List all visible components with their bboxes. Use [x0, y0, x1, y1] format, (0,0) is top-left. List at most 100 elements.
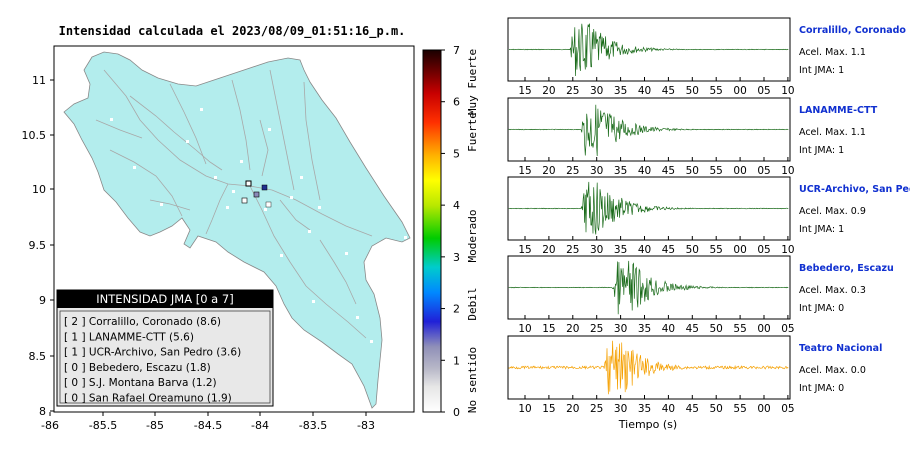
waveform-panel[interactable]: 15 20 25 30 35 40 45 50 55 00 05 10 Corralillo, Coro… — [507, 17, 906, 97]
waveform-tick-label: 25 — [590, 403, 603, 415]
map-x-tick-label: -86 — [41, 419, 59, 432]
station-max-accel: Acel. Max. 0.3 — [799, 285, 866, 296]
waveform-tick-label: 05 — [757, 85, 770, 97]
waveform-trace — [508, 181, 789, 235]
map-y-tick-label: 8.5 — [29, 350, 47, 363]
time-axis-label: Tiempo (s) — [618, 418, 677, 431]
waveform-tick-label: 35 — [614, 165, 627, 177]
waveform-tick-label: 30 — [590, 165, 603, 177]
waveform-tick-label: 10 — [781, 85, 794, 97]
colorbar-category-label: No sentido — [466, 347, 479, 413]
map-y-tick-label: 8 — [39, 405, 46, 418]
waveform-tick-label: 00 — [733, 85, 746, 97]
waveform-panel[interactable]: 15 20 25 30 35 40 45 50 55 00 05 10 LANAMME-CTT Acel.… — [507, 97, 878, 177]
waveform-tick-label: 25 — [590, 323, 603, 335]
colorbar-scale — [422, 49, 442, 413]
station-marker-barva[interactable] — [265, 201, 272, 208]
waveform-tick-label: 20 — [542, 85, 555, 97]
map-x-axis: -86 -85.5 -85 -84.5 -84 -83.5 -83 — [41, 412, 375, 432]
legend-row: [ 0 ] S.J. Montana Barva (1.2) — [64, 377, 217, 389]
legend-header-bar — [57, 290, 273, 308]
waveform-tick-label: 55 — [710, 165, 723, 177]
waveform-tick-label: 55 — [733, 323, 746, 335]
station-name: Teatro Nacional — [799, 343, 882, 354]
colorbar-tick-label: 1 — [453, 354, 460, 367]
colorbar-tick-label: 5 — [453, 147, 460, 160]
legend-row: [ 2 ] Corralillo, Coronado (8.6) — [64, 316, 221, 328]
legend-title: INTENSIDAD JMA [0 a 7] — [96, 292, 233, 306]
map-y-tick-label: 9.5 — [29, 239, 47, 252]
legend-row: [ 1 ] UCR-Archivo, San Pedro (3.6) — [64, 347, 241, 359]
station-marker-ucr[interactable] — [245, 180, 252, 187]
legend-row: [ 0 ] San Rafael Oreamuno (1.9) — [64, 393, 232, 405]
waveform-tick-label: 00 — [733, 165, 746, 177]
waveform-tick-label: 15 — [542, 323, 555, 335]
map-y-tick-label: 9 — [39, 294, 46, 307]
waveform-tick-label: 55 — [733, 403, 746, 415]
waveform-panel[interactable]: 10 15 20 25 30 35 40 45 50 55 00 05 Bebedero, Escazu… — [507, 255, 894, 335]
costa-rica-landmass — [63, 51, 411, 409]
station-marker-bebedero[interactable] — [241, 197, 248, 204]
waveform-tick-label: 05 — [757, 244, 770, 256]
waveform-tick-label: 40 — [638, 85, 651, 97]
map-x-tick-label: -84.5 — [194, 419, 222, 432]
legend-row: [ 1 ] LANAMME-CTT (5.6) — [64, 331, 194, 343]
colorbar-category-label: Moderado — [466, 210, 479, 263]
station-name: Corralillo, Coronado — [799, 25, 906, 36]
map-y-tick-label: 10.5 — [22, 129, 47, 142]
waveform-tick-label: 25 — [566, 165, 579, 177]
waveform-tick-label: 30 — [614, 323, 627, 335]
waveform-tick-label: 45 — [686, 323, 699, 335]
waveform-tick-label: 45 — [662, 244, 675, 256]
station-max-accel: Acel. Max. 1.1 — [799, 47, 866, 58]
waveform-tick-label: 00 — [757, 403, 770, 415]
waveform-tick-label: 50 — [686, 244, 699, 256]
legend-row: [ 0 ] Bebedero, Escazu (1.8) — [64, 362, 211, 374]
waveform-tick-label: 45 — [662, 85, 675, 97]
waveform-tick-label: 00 — [757, 323, 770, 335]
waveform-tick-label: 35 — [638, 403, 651, 415]
map-panel: Intensidad calculada el 2023/08/09_01:51… — [22, 24, 415, 432]
map-title: Intensidad calculada el 2023/08/09_01:51… — [59, 24, 406, 39]
map-x-tick-label: -85.5 — [89, 419, 117, 432]
waveform-tick-label: 50 — [710, 403, 723, 415]
waveform-tick-label: 55 — [710, 244, 723, 256]
waveform-tick-label: 30 — [614, 403, 627, 415]
waveform-tick-label: 20 — [566, 323, 579, 335]
waveform-panels: 15 20 25 30 35 40 45 50 55 00 05 10 Corralillo, Coro… — [507, 17, 910, 415]
waveform-tick-label: 40 — [662, 323, 675, 335]
map-y-tick-label: 11 — [32, 74, 46, 87]
waveform-tick-label: 25 — [566, 244, 579, 256]
waveform-tick-label: 10 — [781, 165, 794, 177]
map-x-tick-label: -85 — [146, 419, 164, 432]
waveform-tick-label: 05 — [757, 165, 770, 177]
station-name: UCR-Archivo, San Pedro — [799, 184, 910, 195]
waveform-tick-label: 45 — [662, 165, 675, 177]
waveform-tick-label: 35 — [614, 85, 627, 97]
waveform-tick-label: 10 — [518, 323, 531, 335]
station-jma-intensity: Int JMA: 1 — [799, 145, 844, 156]
station-name: Bebedero, Escazu — [799, 263, 894, 274]
colorbar-category-label: Debil — [466, 287, 479, 320]
waveform-tick-label: 15 — [518, 244, 531, 256]
station-jma-intensity: Int JMA: 1 — [799, 224, 844, 235]
station-marker-corralillo[interactable] — [261, 184, 268, 191]
waveform-tick-label: 35 — [638, 323, 651, 335]
station-name: LANAMME-CTT — [799, 105, 878, 116]
waveform-tick-label: 25 — [566, 85, 579, 97]
colorbar-tick-label: 4 — [453, 199, 460, 212]
station-jma-intensity: Int JMA: 0 — [799, 383, 844, 394]
waveform-tick-label: 55 — [710, 85, 723, 97]
waveform-panel[interactable]: 15 20 25 30 35 40 45 50 55 00 05 10 UCR-Archivo, San… — [507, 176, 910, 256]
map-x-tick-label: -84 — [251, 419, 269, 432]
colorbar-tick-label: 3 — [453, 251, 460, 264]
waveform-panel[interactable]: 10 15 20 25 30 35 40 45 50 55 00 05 Teatro Nacional A… — [507, 335, 882, 415]
waveform-tick-label: 10 — [781, 244, 794, 256]
waveform-tick-label: 20 — [542, 244, 555, 256]
waveform-tick-label: 40 — [638, 165, 651, 177]
waveform-trace — [508, 340, 789, 395]
station-marker-lanamme[interactable] — [253, 191, 260, 198]
colorbar-category-label: Muy Fuerte — [466, 49, 479, 115]
waveform-tick-label: 15 — [542, 403, 555, 415]
waveform-tick-label: 15 — [518, 165, 531, 177]
